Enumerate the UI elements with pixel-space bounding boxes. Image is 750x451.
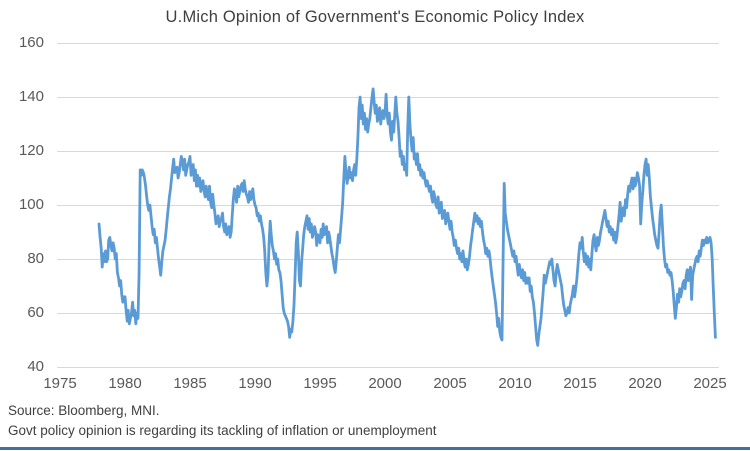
x-axis-tick-label: 2010 <box>498 375 532 392</box>
y-axis-tick-label: 100 <box>18 196 44 213</box>
x-axis-tick-label: 2015 <box>563 375 597 392</box>
note-text: Govt policy opinion is regarding its tac… <box>8 423 437 438</box>
source-text: Source: Bloomberg, MNI. <box>8 403 160 418</box>
x-axis-tick-label: 1990 <box>238 375 272 392</box>
y-axis-tick-label: 40 <box>27 358 44 375</box>
x-axis-tick-label: 1985 <box>173 375 207 392</box>
x-axis-tick-label: 1980 <box>108 375 142 392</box>
y-axis-tick-label: 80 <box>27 250 44 267</box>
y-axis-tick-label: 140 <box>18 88 44 105</box>
x-axis-tick-label: 2020 <box>628 375 662 392</box>
y-axis-tick-label: 60 <box>27 304 44 321</box>
data-series-line <box>97 87 717 347</box>
x-axis-tick-label: 2000 <box>368 375 402 392</box>
chart-title: U.Mich Opinion of Government's Economic … <box>165 8 585 26</box>
bottom-accent-bar <box>0 447 750 450</box>
x-axis-tick-label: 2025 <box>693 375 727 392</box>
x-axis-tick-label: 1995 <box>303 375 337 392</box>
y-axis-tick-label: 160 <box>18 34 44 51</box>
x-axis-tick-label: 2005 <box>433 375 467 392</box>
x-axis-tick-label: 1975 <box>43 375 77 392</box>
y-axis-tick-label: 120 <box>18 142 44 159</box>
